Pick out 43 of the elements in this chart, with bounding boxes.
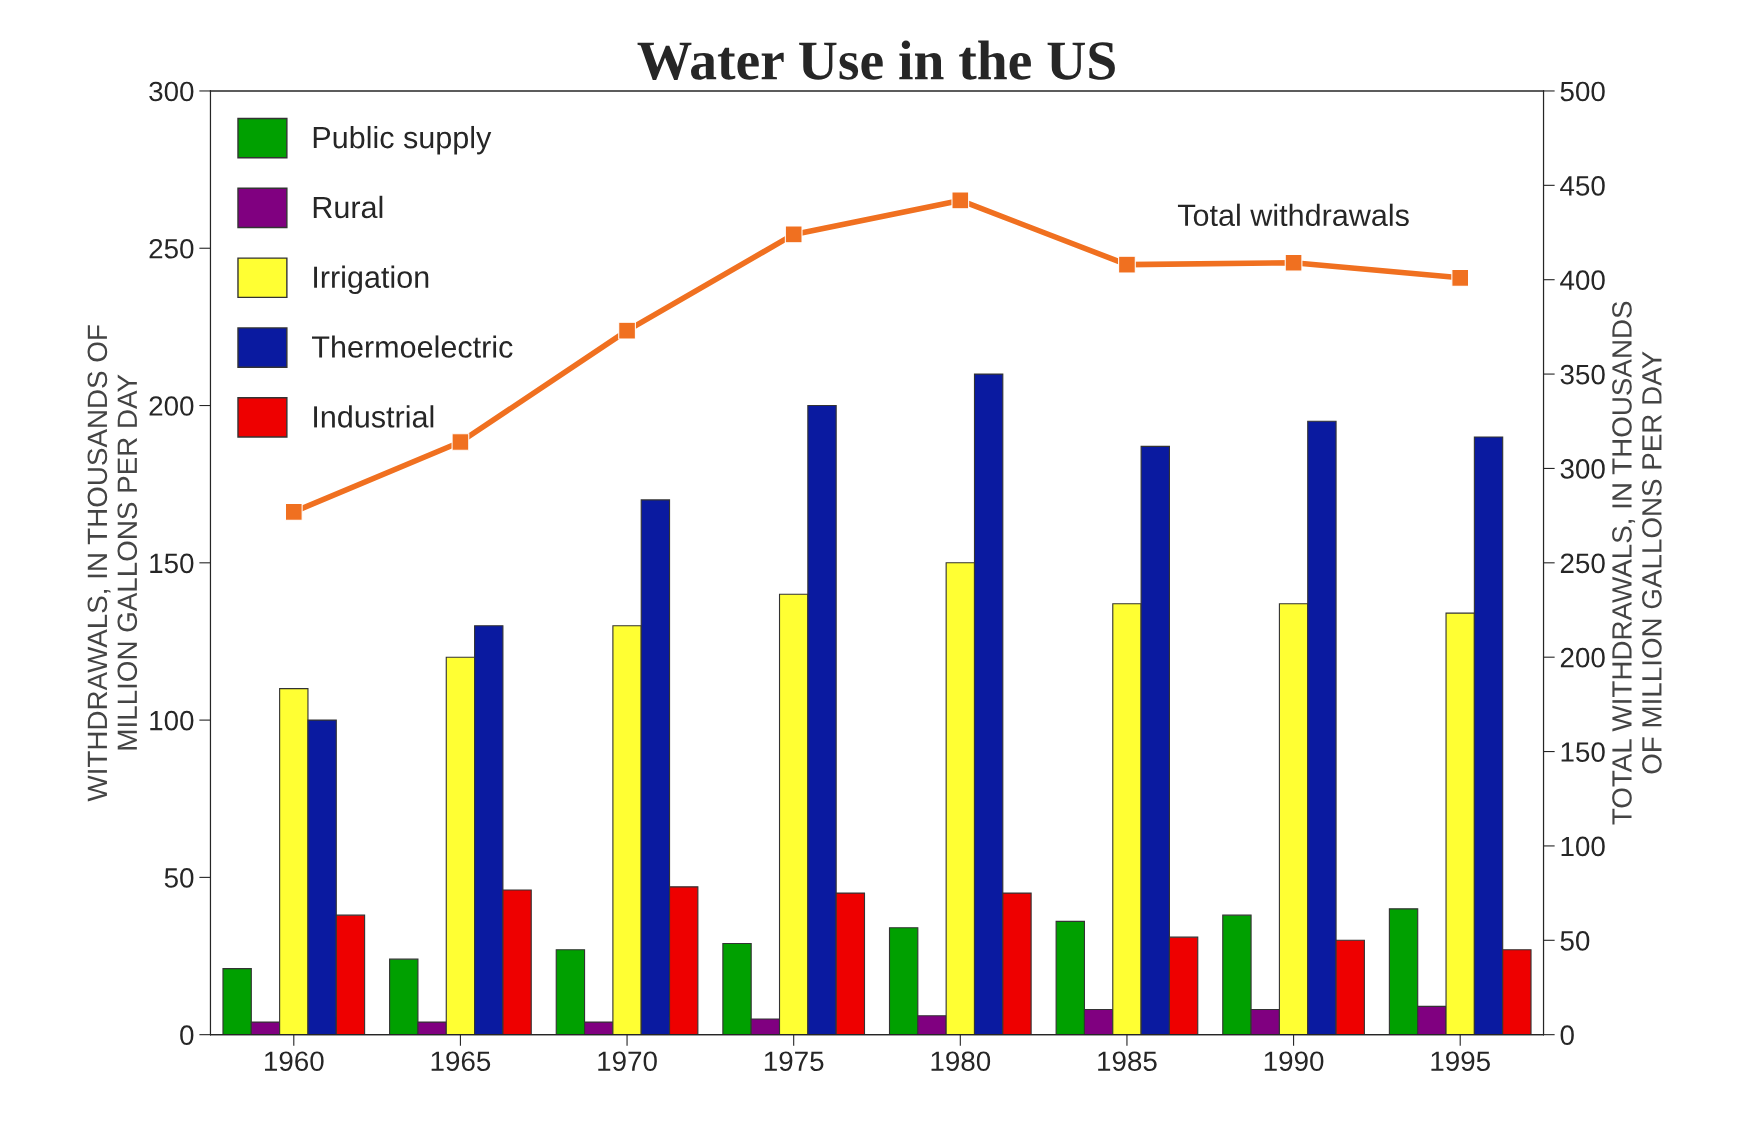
x-tick-label: 1995 — [1431, 1051, 1490, 1072]
point — [1451, 268, 1470, 287]
y-tick-label: 50 — [164, 868, 194, 888]
point — [1284, 253, 1303, 272]
y2-tick-label: 200 — [1560, 647, 1605, 668]
y2-tick-label: 0 — [1560, 1025, 1574, 1046]
y2-tick-label: 150 — [1561, 742, 1605, 762]
y2-axis-title: TOTAL WITHDRAWALS, IN THOUSANDS OF MILLION GALLONS PER DAY — [1612, 301, 1662, 825]
y-tick-label: 0 — [180, 1025, 194, 1046]
x-tick-label: 1990 — [1264, 1051, 1324, 1072]
x-tick-label: 1975 — [764, 1051, 824, 1072]
point — [951, 191, 970, 210]
x-tick-label: 1960 — [265, 1051, 324, 1072]
legend-label: Public supply — [313, 125, 492, 155]
series-label: Total withdrawals — [1177, 203, 1409, 227]
y-tick-label: 150 — [150, 553, 194, 574]
x-tick-label: 1970 — [598, 1051, 657, 1072]
y-tick-label: 100 — [150, 710, 194, 731]
x-tick-label: 1985 — [1098, 1051, 1157, 1072]
legend-label: Industrial — [314, 405, 434, 428]
point — [618, 321, 636, 340]
point — [1118, 255, 1136, 274]
legend-label: Irrigation — [314, 265, 429, 295]
point — [284, 503, 303, 521]
x-tick-label: 1980 — [931, 1051, 991, 1072]
y2-tick-label: 500 — [1560, 81, 1605, 102]
y2-tick-label: 400 — [1560, 270, 1605, 291]
y2-tick-label: 450 — [1560, 176, 1605, 196]
y2-tick-label: 250 — [1560, 553, 1605, 574]
y-tick-label: 250 — [149, 238, 194, 259]
y2-tick-label: 100 — [1561, 836, 1605, 857]
y-axis-title: WITHDRAWALS, IN THOUSANDS OF MILLION GALLONS PER DAY — [87, 325, 138, 802]
x-tick-label: 1965 — [431, 1051, 491, 1072]
point — [451, 433, 470, 451]
point — [784, 225, 803, 244]
y2-tick-label: 350 — [1560, 364, 1605, 385]
y-tick-label: 200 — [149, 396, 194, 416]
y-tick-label: 300 — [149, 81, 194, 102]
legend-label: Thermoelectric — [312, 335, 513, 358]
y2-tick-label: 50 — [1560, 930, 1590, 951]
legend-label: Rural — [313, 195, 383, 219]
y2-tick-label: 300 — [1560, 459, 1605, 479]
chart-title: Water Use in the US — [637, 40, 1115, 80]
